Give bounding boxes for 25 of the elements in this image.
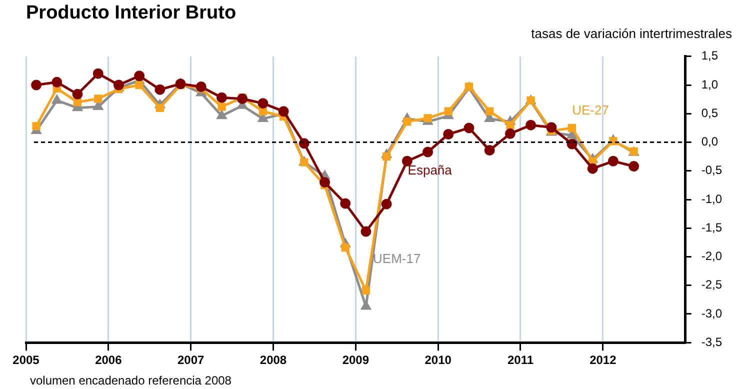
series-label: UEM-17 (373, 251, 421, 266)
x-tick-label: 2012 (590, 353, 617, 368)
x-tick-label: 2008 (260, 353, 287, 368)
x-tick-label: 2011 (507, 353, 534, 368)
y-tick-label: 1,5 (701, 48, 718, 63)
x-tick-label: 2009 (342, 353, 370, 368)
y-tick-label: -2,5 (701, 278, 722, 292)
y-tick-label: -0,5 (701, 163, 722, 178)
y-tick-label: -2,0 (701, 249, 722, 264)
chart-subtitle: tasas de variación intertrimestrales (531, 26, 732, 42)
text: volumen encadenado referencia 2008 (30, 373, 232, 388)
chart-title: Producto Interior Bruto (26, 2, 236, 24)
y-tick-label: -1,5 (701, 220, 722, 234)
y-tick-label: -1,0 (701, 192, 722, 206)
y-tick-label: -3,5 (701, 334, 722, 349)
series-label: España (408, 162, 453, 178)
x-tick-label: 2010 (424, 353, 452, 368)
y-tick-label: 0,5 (701, 106, 718, 120)
series-label: UE-27 (572, 102, 609, 118)
x-tick-label: 2006 (95, 353, 122, 368)
y-tick-label: 1,0 (701, 77, 718, 92)
y-tick-label: -3,0 (701, 306, 722, 320)
y-tick-label: 0,0 (701, 134, 718, 149)
x-tick-label: 2007 (177, 353, 204, 368)
x-tick-label: 2005 (12, 353, 40, 368)
